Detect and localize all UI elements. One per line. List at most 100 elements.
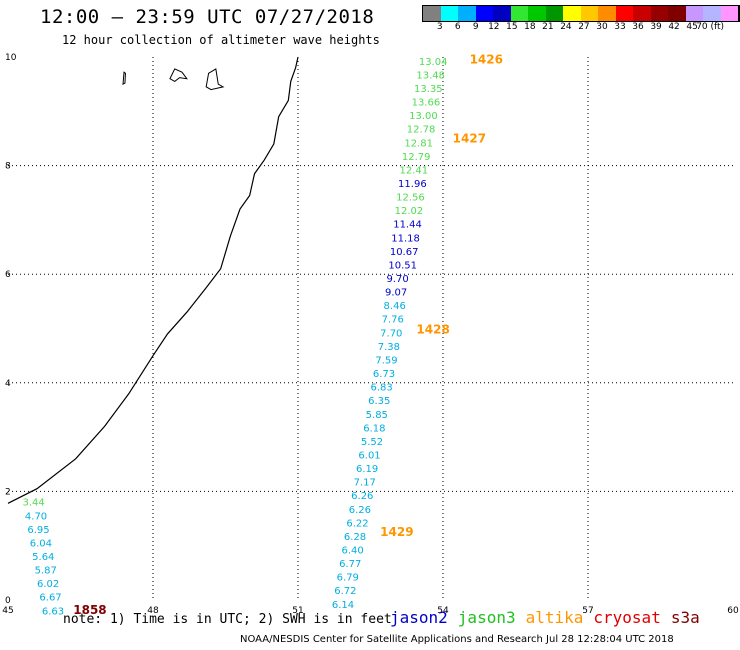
wave-height-label: 12.79 [402,152,431,163]
color-scale-label: 6 [454,22,461,32]
page-subtitle: 12 hour collection of altimeter wave hei… [62,33,380,47]
legend-item-jason2: jason2 [390,608,448,627]
color-swatch-16 [703,6,721,21]
wave-height-label: 12.41 [400,165,429,176]
color-scale-label: 15 [506,22,518,32]
color-swatch-15 [685,6,703,21]
color-swatch-5 [510,6,528,21]
wave-height-label: 6.95 [27,525,49,536]
grid-lines [8,57,733,600]
pass-time-label: 1428 [416,323,449,337]
wave-height-label: 6.22 [346,518,368,529]
wave-height-label: 10.67 [390,247,419,258]
wave-height-label: 11.44 [393,220,422,231]
pass-time-label: 1429 [380,525,413,539]
color-scale-label: 24 [560,22,572,32]
y-tick-label: 8 [5,162,11,172]
x-tick-label: 57 [582,606,593,616]
wave-height-label: 13.66 [412,98,441,109]
color-swatch-14 [668,6,686,21]
color-scale-label: 9 [472,22,479,32]
page-title: 12:00 – 23:59 UTC 07/27/2018 [40,6,375,28]
wave-height-label: 7.76 [382,315,404,326]
wave-height-label: 12.56 [396,193,425,204]
color-swatch-13 [650,6,668,21]
color-scale-label: 18 [524,22,536,32]
color-swatch-17 [720,6,738,21]
color-scale-label: 33 [614,22,626,32]
satellite-legend: jason2 jason3 altika cryosat s3a [390,608,700,627]
color-swatch-6 [528,6,546,21]
wave-height-label: 3.44 [23,498,45,509]
wave-height-label: 7.70 [380,328,402,339]
wave-height-label: 13.48 [416,70,445,81]
color-swatch-8 [563,6,581,21]
color-swatch-4 [493,6,511,21]
wave-height-label: 13.35 [414,84,443,95]
pass-time-label: 1427 [453,131,486,145]
color-swatch-2 [458,6,476,21]
wave-height-label: 13.04 [419,57,448,68]
wave-height-label: 8.46 [384,301,406,312]
color-swatch-10 [598,6,616,21]
pass-time-label: 1426 [470,53,503,67]
island-shape [205,68,225,91]
y-tick-label: 6 [5,270,11,280]
color-scale-label: 12 [488,22,500,32]
wave-height-label: 5.85 [366,410,388,421]
x-tick-label: 48 [147,606,159,616]
wave-height-label: 6.72 [334,586,356,597]
color-swatch-7 [545,6,563,21]
y-tick-label: 0 [5,596,11,606]
x-tick-label: 45 [2,606,13,616]
y-tick-label: 4 [5,379,11,389]
color-scale-label: 42 [668,22,680,32]
wave-height-label: 13.00 [409,111,438,122]
color-scale-label: 27 [578,22,590,32]
wave-height-label: 12.02 [395,206,424,217]
color-scale-label: 3 [436,22,443,32]
color-swatch-9 [580,6,598,21]
data-points: 13.04 13.48 13.35 13.66 13.00 12.78 12.81 12.79… [23,57,448,618]
wave-height-label: 7.38 [378,342,400,353]
wave-height-label: 6.40 [342,546,364,557]
wave-height-label: 12.81 [404,138,433,149]
x-tick-label: 54 [437,606,449,616]
wave-height-label: 5.64 [32,552,54,563]
color-scale-label: 39 [650,22,662,32]
wave-height-label: 9.70 [386,274,408,285]
x-tick-label: 51 [292,606,303,616]
wave-height-label: 5.52 [361,437,383,448]
wave-height-label: 6.04 [30,538,52,549]
y-tick-label: 2 [5,487,11,497]
wave-height-label: 6.35 [368,396,390,407]
color-swatch-3 [475,6,493,21]
legend-item-jason3: jason3 [457,608,516,627]
color-swatch-0 [423,6,441,21]
color-scale-label: 21 [542,22,554,32]
color-scale-label: 30 [596,22,608,32]
island-shape [169,68,188,83]
wave-height-label: 6.19 [356,464,378,475]
legend-item-s3a: s3a [670,608,700,627]
x-tick-label: 60 [727,606,739,616]
coastline [7,56,299,504]
color-swatch-18 [738,6,740,21]
coastline-path [7,56,299,504]
footer-credit: NOAA/NESDIS Center for Satellite Applica… [240,634,674,645]
color-scale-label: 36 [632,22,644,32]
color-scale-bar [422,5,740,22]
note-text: note: 1) Time is in UTC; 2) SWH is in fe… [63,612,392,627]
wave-height-label: 4.70 [25,511,47,522]
wave-height-label: 6.14 [332,600,354,611]
wave-height-label: 6.02 [37,579,59,590]
color-swatch-12 [633,6,651,21]
island-shape [122,71,126,86]
wave-height-label: 7.17 [354,478,376,489]
color-scale-labels: 3 6 9 12 15 18 21 24 27 30 33 36 39 42 45 70 (ft) [422,22,738,34]
wave-height-label: 6.73 [373,369,395,380]
wave-height-label: 6.18 [363,423,385,434]
wave-height-label: 7.59 [375,355,397,366]
color-scale-label: 70 (ft) [696,22,725,32]
wave-height-label: 5.87 [35,566,57,577]
